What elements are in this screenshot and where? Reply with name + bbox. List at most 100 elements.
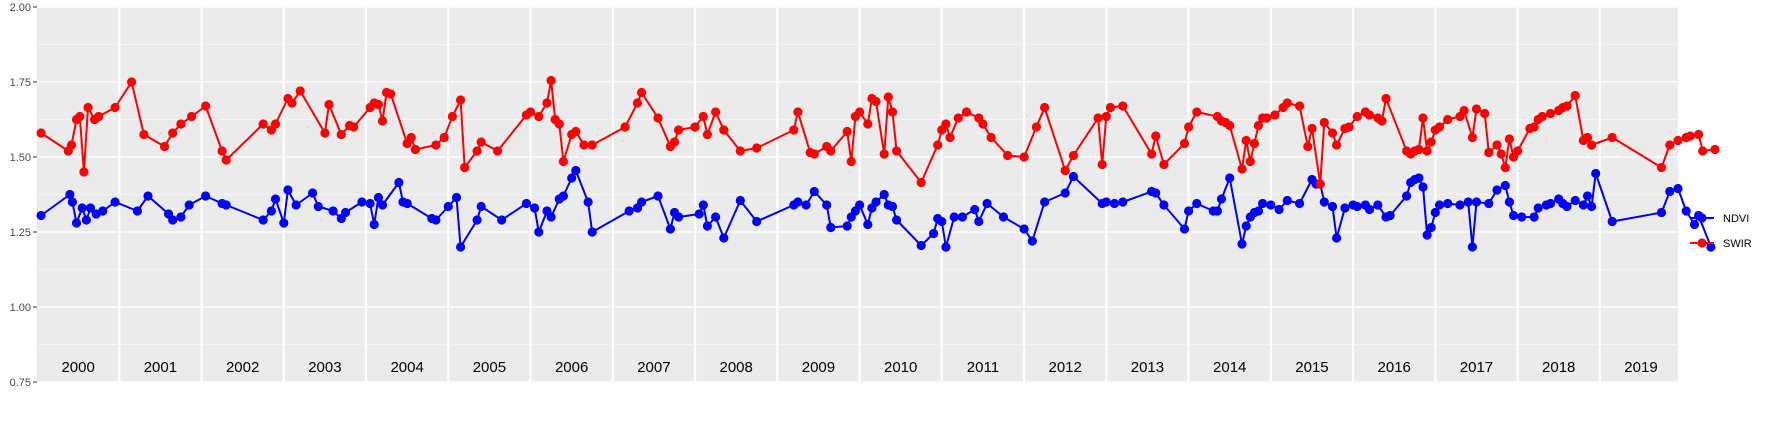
data-point <box>184 200 194 210</box>
data-point <box>1471 104 1482 114</box>
data-point <box>456 95 466 105</box>
data-point <box>258 215 268 225</box>
data-point <box>1545 198 1556 209</box>
data-point <box>77 203 87 213</box>
data-point <box>1504 134 1514 144</box>
data-point <box>1529 122 1539 132</box>
x-tick-label: 2013 <box>1131 359 1164 376</box>
data-point <box>1319 197 1329 207</box>
data-point <box>406 132 416 143</box>
data-point <box>295 86 305 96</box>
data-point <box>1414 173 1424 183</box>
data-point <box>546 75 556 86</box>
data-point <box>1607 216 1617 227</box>
data-point <box>1545 108 1556 119</box>
data-point <box>1352 201 1362 212</box>
data-point <box>809 186 819 197</box>
data-point <box>65 189 75 200</box>
data-point <box>1492 185 1502 195</box>
data-point <box>324 99 334 110</box>
data-point <box>637 87 647 98</box>
data-point <box>1262 113 1272 123</box>
data-point <box>328 206 338 216</box>
data-point <box>674 125 684 135</box>
data-point <box>698 111 708 122</box>
data-point <box>941 242 951 252</box>
data-point <box>711 107 721 117</box>
data-point <box>443 201 453 212</box>
data-point <box>320 128 330 138</box>
data-point <box>1118 101 1128 111</box>
legend-item-ndvi: NDVI <box>1690 213 1749 225</box>
data-point <box>258 119 268 129</box>
data-point <box>1467 132 1477 143</box>
data-point <box>1422 230 1432 240</box>
data-point <box>978 119 988 129</box>
data-point <box>974 216 984 227</box>
data-point <box>1500 162 1510 173</box>
x-tick-label: 2015 <box>1295 359 1328 376</box>
data-point <box>1455 200 1465 210</box>
data-point <box>1192 198 1202 209</box>
x-tick-label: 2011 <box>967 359 999 376</box>
data-point <box>1040 102 1050 113</box>
data-point <box>855 200 865 210</box>
data-point <box>94 111 104 122</box>
data-point <box>887 107 898 117</box>
data-point <box>1443 198 1453 209</box>
data-point <box>365 198 375 209</box>
data-point <box>998 212 1009 222</box>
data-point <box>752 143 762 153</box>
data-point <box>1295 198 1305 209</box>
data-point <box>283 185 293 195</box>
data-point <box>702 221 713 231</box>
data-point <box>587 140 597 150</box>
data-point <box>75 111 85 122</box>
data-point <box>1500 180 1510 191</box>
data-point <box>1319 117 1329 128</box>
data-point <box>110 102 120 113</box>
data-point <box>1147 149 1157 159</box>
data-point <box>1352 111 1362 122</box>
data-point <box>66 140 77 150</box>
data-point <box>1537 111 1547 122</box>
data-point <box>1282 195 1292 206</box>
data-point <box>789 125 799 135</box>
data-point <box>970 204 980 215</box>
data-point <box>702 129 713 140</box>
data-point <box>1656 207 1667 218</box>
data-point <box>735 195 745 206</box>
data-point <box>1068 171 1078 182</box>
data-point <box>1513 146 1523 156</box>
data-point <box>340 207 351 218</box>
data-point <box>1484 198 1494 209</box>
data-point <box>1270 110 1280 120</box>
data-point <box>439 132 449 143</box>
data-point <box>892 215 902 225</box>
data-point <box>386 89 396 99</box>
data-point <box>698 200 708 210</box>
data-point <box>1463 197 1473 207</box>
legend: NDVI SWIR <box>1690 213 1752 250</box>
data-point <box>493 146 503 156</box>
data-point <box>941 119 951 129</box>
data-point <box>1681 206 1691 216</box>
data-point <box>336 129 346 140</box>
series-ndvi <box>36 165 1716 252</box>
data-point <box>1097 159 1107 170</box>
data-point <box>221 200 231 210</box>
x-tick-label: 2009 <box>802 359 835 376</box>
data-point <box>1694 129 1704 140</box>
x-tick-label: 2019 <box>1624 359 1657 376</box>
y-tick-label: 1.50 <box>10 152 31 164</box>
data-point <box>1587 201 1597 212</box>
data-point <box>982 198 992 209</box>
data-point <box>1508 210 1519 221</box>
data-point <box>1225 120 1235 131</box>
data-point <box>855 107 865 117</box>
data-point <box>719 125 729 135</box>
data-point <box>1192 107 1202 117</box>
data-point <box>842 221 852 231</box>
data-point <box>826 222 836 233</box>
data-point <box>1426 222 1436 233</box>
